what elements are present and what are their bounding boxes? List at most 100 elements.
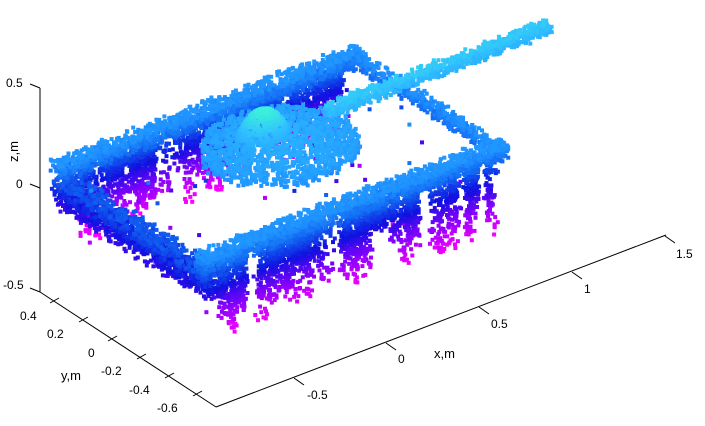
data-point (138, 211, 143, 216)
data-point (205, 121, 210, 126)
data-point (526, 34, 531, 39)
data-point (347, 62, 352, 67)
data-point (192, 192, 197, 197)
data-point (291, 79, 296, 84)
data-point (373, 95, 377, 100)
data-point (203, 108, 208, 112)
data-point (303, 78, 308, 83)
data-point (370, 72, 375, 77)
data-point (322, 101, 327, 106)
data-point (473, 61, 477, 65)
data-point (511, 45, 516, 50)
data-point (153, 139, 158, 144)
data-point (149, 189, 154, 194)
data-point (283, 79, 288, 84)
data-point (428, 76, 432, 81)
data-point (341, 97, 346, 102)
data-point (288, 92, 293, 97)
data-point (326, 90, 331, 95)
data-point (187, 177, 192, 182)
data-point (195, 115, 200, 120)
data-point (295, 85, 300, 90)
data-point (318, 88, 323, 93)
data-point (266, 95, 271, 100)
data-point (378, 89, 382, 93)
data-point (321, 81, 326, 86)
data-point (278, 78, 283, 83)
data-point (472, 125, 477, 130)
data-point (399, 105, 404, 110)
data-point (493, 39, 498, 44)
data-point (161, 132, 165, 137)
data-point (213, 103, 218, 108)
data-point (315, 99, 320, 104)
data-point (227, 102, 232, 106)
data-point (490, 49, 495, 54)
data-point (333, 98, 338, 103)
data-point (159, 170, 163, 175)
data-point (464, 61, 469, 66)
data-point (522, 33, 527, 38)
data-point (334, 89, 339, 94)
data-point (526, 23, 531, 28)
data-point (152, 154, 157, 159)
data-point (172, 131, 177, 136)
data-point (170, 155, 175, 160)
data-point (518, 31, 523, 36)
data-point (130, 181, 135, 186)
data-point (318, 69, 323, 74)
data-point (160, 139, 165, 144)
data-point (181, 158, 186, 163)
data-point (251, 101, 256, 106)
data-point (334, 60, 339, 65)
data-point (143, 147, 147, 152)
data-point (122, 183, 127, 188)
data-point (363, 52, 368, 57)
data-point (447, 61, 452, 66)
data-point (186, 189, 191, 194)
data-point (243, 83, 248, 88)
data-point (361, 102, 366, 106)
data-point (261, 83, 266, 88)
data-point (364, 63, 369, 67)
data-point (133, 130, 138, 134)
data-point (303, 88, 308, 93)
data-point (173, 135, 178, 140)
data-point (350, 62, 355, 66)
data-point (334, 69, 339, 73)
data-point (363, 55, 368, 59)
data-point (330, 89, 335, 94)
data-point (342, 67, 347, 71)
data-point (218, 123, 223, 128)
data-point (149, 168, 153, 173)
data-point (329, 74, 334, 79)
data-point (355, 103, 359, 108)
data-point (287, 74, 292, 79)
data-point (192, 122, 197, 126)
data-point (242, 94, 247, 99)
data-point (187, 160, 192, 165)
data-point (199, 126, 204, 130)
data-point (313, 103, 318, 108)
data-point (137, 195, 142, 200)
data-point (303, 71, 308, 76)
data-point (218, 182, 222, 187)
data-point (333, 74, 338, 79)
data-point (328, 53, 333, 58)
data-point (429, 95, 434, 100)
data-point (537, 28, 542, 32)
data-point (290, 84, 295, 89)
data-point (200, 170, 205, 175)
data-point (186, 170, 191, 175)
data-point (142, 196, 147, 201)
data-point (315, 90, 320, 94)
data-point (300, 73, 305, 78)
data-point (526, 37, 530, 42)
data-point (361, 50, 366, 55)
data-point (361, 70, 366, 75)
data-point (214, 186, 219, 191)
data-point (384, 88, 389, 93)
data-point (152, 177, 157, 182)
data-point (209, 110, 214, 115)
data-point (326, 69, 331, 73)
